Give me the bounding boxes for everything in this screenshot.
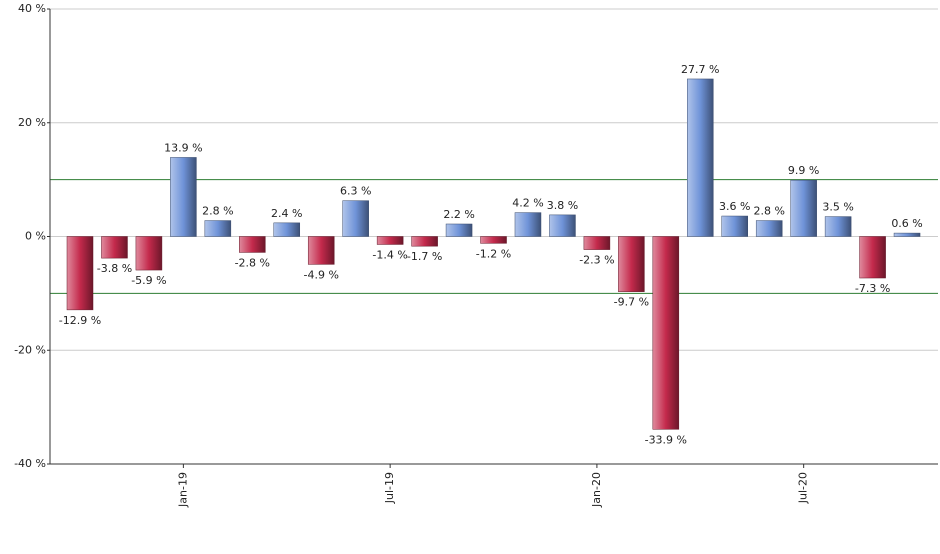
x-tick-label: Jul-19 bbox=[383, 472, 396, 504]
bar bbox=[893, 232, 921, 237]
value-label: 2.8 % bbox=[753, 205, 784, 218]
bar bbox=[824, 216, 852, 237]
bar bbox=[411, 236, 438, 247]
y-tick-label: -40 % bbox=[14, 457, 46, 470]
value-label: -7.3 % bbox=[855, 282, 890, 295]
bar bbox=[376, 236, 404, 245]
value-label: -33.9 % bbox=[645, 433, 687, 446]
value-label: -1.4 % bbox=[372, 248, 407, 261]
bar bbox=[859, 236, 886, 279]
value-label: 9.9 % bbox=[788, 164, 819, 177]
value-label: 3.8 % bbox=[547, 199, 578, 212]
y-tick-label: -20 % bbox=[14, 343, 46, 356]
value-label: 4.2 % bbox=[512, 197, 543, 210]
bar bbox=[170, 157, 197, 237]
bar bbox=[204, 220, 232, 237]
bar bbox=[790, 179, 817, 237]
bar bbox=[101, 236, 128, 259]
value-label: 13.9 % bbox=[164, 141, 202, 154]
bar bbox=[652, 236, 680, 430]
value-label: 2.2 % bbox=[443, 208, 474, 221]
value-label: -3.8 % bbox=[97, 262, 132, 275]
value-label: -4.9 % bbox=[304, 268, 339, 281]
y-tick-label: 40 % bbox=[18, 2, 46, 15]
bar bbox=[721, 215, 748, 237]
x-tick-label: Jul-20 bbox=[797, 472, 810, 504]
value-label: -2.8 % bbox=[235, 256, 270, 269]
bar bbox=[755, 220, 783, 237]
value-label: -9.7 % bbox=[614, 296, 649, 309]
value-label: 6.3 % bbox=[340, 185, 371, 198]
bar bbox=[66, 236, 94, 311]
bar bbox=[549, 214, 576, 237]
value-label: -2.3 % bbox=[579, 254, 614, 267]
bar bbox=[445, 223, 473, 237]
bar bbox=[583, 236, 611, 250]
value-label: -12.9 % bbox=[59, 314, 101, 327]
value-label: 3.5 % bbox=[822, 201, 853, 214]
bar bbox=[687, 78, 714, 237]
y-tick-label: 20 % bbox=[18, 116, 46, 129]
bar bbox=[618, 236, 645, 292]
value-label: -1.7 % bbox=[407, 250, 442, 263]
x-tick-label: Jan-20 bbox=[590, 472, 603, 508]
value-label: 2.8 % bbox=[202, 205, 233, 218]
value-label: 2.4 % bbox=[271, 207, 302, 220]
bar bbox=[135, 236, 163, 271]
y-tick-label: 0 % bbox=[25, 230, 46, 243]
bar bbox=[307, 236, 335, 265]
value-label: -5.9 % bbox=[131, 274, 166, 287]
bar bbox=[480, 236, 507, 244]
x-tick-label: Jan-19 bbox=[176, 472, 189, 508]
value-label: -1.2 % bbox=[476, 247, 511, 260]
bar bbox=[342, 200, 369, 237]
value-label: 0.6 % bbox=[891, 217, 922, 230]
bar bbox=[514, 212, 542, 237]
value-label: 3.6 % bbox=[719, 200, 750, 213]
value-label: 27.7 % bbox=[681, 63, 719, 76]
bar bbox=[273, 222, 301, 237]
bar bbox=[239, 236, 266, 253]
